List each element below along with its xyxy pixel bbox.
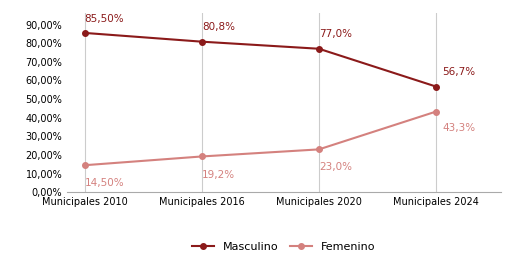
Masculino xyxy=(199,40,205,43)
Text: 23,0%: 23,0% xyxy=(319,162,352,172)
Text: 85,50%: 85,50% xyxy=(85,14,124,23)
Legend: Masculino, Femenino: Masculino, Femenino xyxy=(188,237,380,256)
Text: 19,2%: 19,2% xyxy=(202,170,235,179)
Text: 80,8%: 80,8% xyxy=(202,22,235,32)
Femenino xyxy=(433,110,439,113)
Line: Masculino: Masculino xyxy=(82,30,439,89)
Text: 14,50%: 14,50% xyxy=(85,178,124,188)
Femenino xyxy=(199,155,205,158)
Masculino xyxy=(316,47,322,50)
Text: 77,0%: 77,0% xyxy=(319,29,352,40)
Femenino xyxy=(82,164,88,167)
Masculino xyxy=(433,85,439,88)
Line: Femenino: Femenino xyxy=(82,109,439,168)
Text: 56,7%: 56,7% xyxy=(442,67,475,77)
Femenino xyxy=(316,148,322,151)
Text: 43,3%: 43,3% xyxy=(442,123,475,133)
Masculino xyxy=(82,31,88,34)
